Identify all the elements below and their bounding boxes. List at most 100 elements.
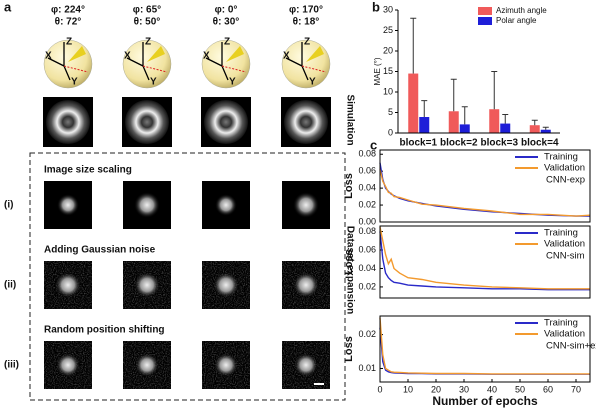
- y-tick-label: 0.06: [358, 166, 376, 176]
- x-tick-label: 50: [515, 384, 525, 394]
- annotation: CNN-exp: [546, 175, 585, 186]
- y-tick-label: 15: [383, 66, 393, 76]
- x-tick-label: block=3: [480, 138, 518, 149]
- spot: [284, 100, 328, 144]
- legend-swatch: [478, 17, 492, 25]
- x-tick-label: 10: [403, 384, 413, 394]
- axis-name: Y: [229, 77, 236, 88]
- cone: [147, 46, 165, 62]
- annotation: CNN-sim+exp: [546, 341, 596, 352]
- series-line: [379, 226, 590, 290]
- x-tick-label: 20: [431, 384, 441, 394]
- theta-label: θ: 30°: [213, 17, 240, 28]
- axis-name: Z: [145, 37, 151, 48]
- x-tick-label: 60: [543, 384, 553, 394]
- spot: [134, 192, 160, 218]
- x-tick-label: block=4: [521, 138, 559, 149]
- expansion-box: [29, 152, 346, 401]
- spot: [293, 272, 319, 298]
- axis-name: Z: [224, 37, 230, 48]
- y-tick-label: 0: [388, 127, 393, 137]
- cone: [306, 46, 324, 62]
- spot: [57, 194, 79, 216]
- annotation: CNN-sim: [546, 251, 585, 262]
- legend-label: Azimuth angle: [496, 6, 547, 15]
- theta-label: θ: 50°: [134, 17, 161, 28]
- axis-name: Y: [309, 77, 316, 88]
- error-bar: [491, 71, 498, 110]
- y-tick-label: 0.01: [358, 363, 376, 373]
- series-line: [379, 169, 591, 217]
- y-axis-label: Loss: [343, 173, 355, 199]
- y-tick-label: 30: [383, 4, 393, 14]
- direction: [221, 65, 247, 73]
- spot: [204, 100, 248, 144]
- section-marker: (iii): [4, 360, 19, 371]
- y-axis-label: Loss: [343, 336, 355, 362]
- y-tick-label: 0.08: [358, 149, 376, 159]
- error-bar: [542, 126, 549, 130]
- series-line: [379, 317, 590, 375]
- plot-frame: [379, 149, 591, 223]
- legend-label: Polar angle: [496, 16, 537, 25]
- series-line: [379, 231, 590, 291]
- axis-name: Y: [150, 77, 157, 88]
- bar: [459, 124, 470, 133]
- section-title: Random position shifting: [44, 325, 165, 336]
- spot: [55, 272, 81, 298]
- y-axis-label: Loss: [343, 249, 355, 275]
- axes: [47, 42, 71, 81]
- legend-swatch: [478, 7, 492, 15]
- y-tick-label: 10: [383, 86, 393, 96]
- cone: [226, 46, 244, 62]
- plot-frame: [379, 315, 591, 383]
- axes: [285, 42, 309, 81]
- section-marker: (ii): [4, 280, 16, 291]
- bar: [500, 123, 511, 133]
- direction: [63, 65, 89, 73]
- section-title: Image size scaling: [44, 165, 132, 176]
- theta-label: θ: 18°: [293, 17, 320, 28]
- spot: [125, 100, 169, 144]
- axis-name: X: [45, 51, 52, 62]
- theta-label: θ: 72°: [55, 17, 82, 28]
- spot: [294, 353, 318, 377]
- direction: [301, 65, 327, 73]
- panel-label: b: [372, 0, 380, 14]
- bar: [489, 109, 500, 133]
- spot: [135, 353, 159, 377]
- bar: [529, 125, 540, 133]
- x-tick-label: 40: [487, 384, 497, 394]
- axis-name: X: [203, 51, 210, 62]
- spot: [214, 353, 238, 377]
- y-tick-label: 0.04: [358, 263, 376, 273]
- panel-label: c: [370, 137, 377, 152]
- axis-name: Z: [304, 37, 310, 48]
- x-axis-label: Number of epochs: [432, 394, 538, 408]
- axis-name: X: [283, 51, 290, 62]
- bar: [419, 117, 430, 133]
- bar: [540, 129, 551, 133]
- phi-label: φ: 65°: [133, 5, 161, 16]
- bar: [408, 73, 419, 133]
- phi-label: φ: 0°: [215, 5, 238, 16]
- legend-label: Training: [544, 152, 578, 163]
- spot: [215, 194, 237, 216]
- y-tick-label: 0.00: [358, 216, 376, 226]
- phi-label: φ: 224°: [51, 5, 85, 16]
- y-tick-label: 0.02: [358, 199, 376, 209]
- legend-label: Training: [544, 318, 578, 329]
- x-tick-label: block=2: [440, 138, 478, 149]
- y-tick-label: 0.06: [358, 244, 376, 254]
- error-bar: [502, 114, 509, 124]
- section-title: Adding Gaussian noise: [44, 245, 156, 256]
- panel-label: a: [4, 0, 12, 14]
- y-tick-label: 20: [383, 45, 393, 55]
- direction: [142, 65, 168, 73]
- legend-label: Validation: [544, 239, 585, 250]
- plot-frame: [379, 225, 591, 299]
- x-tick-label: block=1: [399, 138, 437, 149]
- axis: [397, 10, 560, 134]
- spot: [213, 272, 239, 298]
